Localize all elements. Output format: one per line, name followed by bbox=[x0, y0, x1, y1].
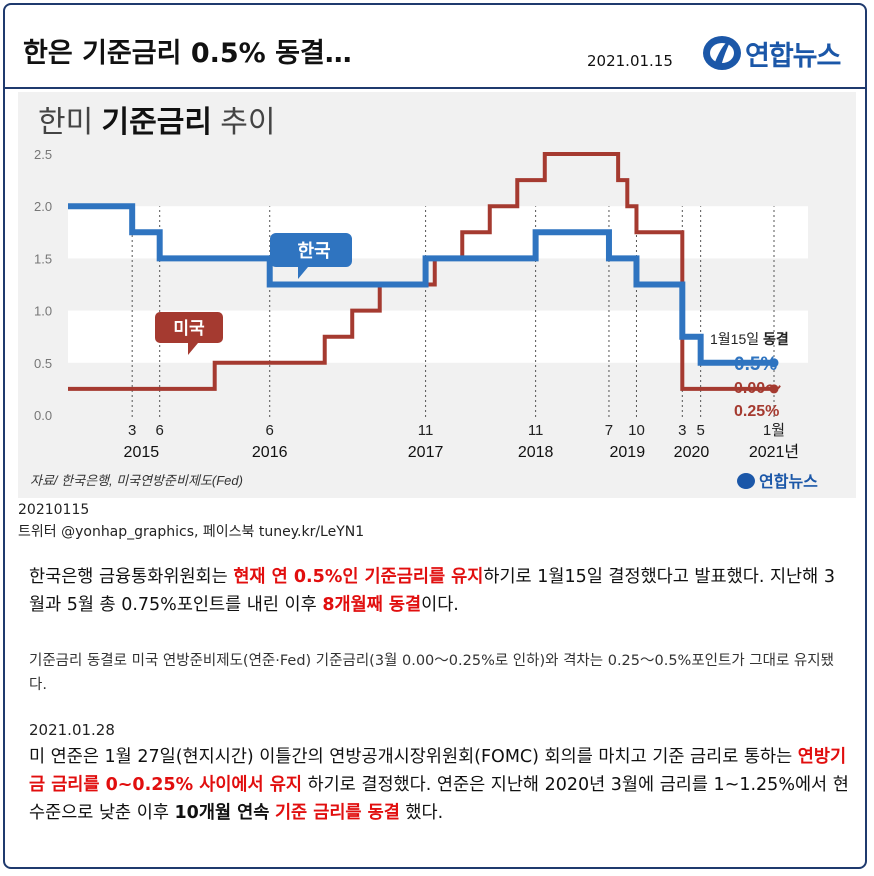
chart-title-part-3: 추이 bbox=[212, 106, 276, 139]
x-month-label: 3 bbox=[678, 422, 686, 439]
annotation-status: 동결 bbox=[763, 331, 789, 347]
korea-rate-line bbox=[68, 203, 774, 366]
p3-highlight-2: 기준 금리를 동결 bbox=[274, 803, 400, 823]
y-tick-label: 2.5 bbox=[34, 147, 52, 162]
headline: 한은 기준금리 0.5% 동결… bbox=[23, 38, 352, 69]
x-month-label: 6 bbox=[266, 422, 274, 439]
y-tick-label: 1.5 bbox=[34, 251, 52, 266]
p1-text-c: 이다. bbox=[421, 595, 459, 615]
us-callout-bubble bbox=[155, 312, 223, 355]
x-month-label: 1월 bbox=[763, 422, 785, 439]
x-month-label: 11 bbox=[418, 422, 434, 439]
yonhap-logo-icon bbox=[703, 36, 741, 70]
korea-callout-bubble bbox=[270, 233, 352, 279]
p3-bold: 10개월 연속 bbox=[174, 803, 270, 823]
y-tick-label: 0.0 bbox=[34, 408, 52, 423]
x-year-label: 2021년 bbox=[749, 443, 799, 461]
annotation-date: 1월15일 bbox=[710, 331, 763, 347]
y-tick-label: 2.0 bbox=[34, 199, 52, 214]
p1-text-b: 하기로 1월15일 결정했다고 발표했다. 지난해 3월과 5월 총 0.75%… bbox=[29, 567, 835, 615]
x-month-label: 10 bbox=[628, 422, 645, 439]
x-year-label: 2020 bbox=[674, 444, 710, 461]
p3-highlight: 연방기금 금리를 0~0.25% 사이에서 유지 bbox=[29, 747, 847, 795]
update-date: 2021.01.28 bbox=[29, 721, 115, 739]
header: 한은 기준금리 0.5% 동결… 2021.01.15 연합뉴스 bbox=[5, 5, 865, 89]
p1-highlight: 현재 연 0.5%인 기준금리를 유지 bbox=[233, 567, 484, 587]
us-end-label-1: 0.00～ bbox=[734, 380, 781, 397]
p3-text-a: 미 연준은 1월 27일(현지시간) 이틀간의 연방공개시장위원회(FOMC) … bbox=[29, 747, 798, 767]
x-year-label: 2015 bbox=[124, 444, 160, 461]
grid-band bbox=[68, 206, 808, 259]
paragraph-1: 한국은행 금융통화위원회는 현재 연 0.5%인 기준금리를 유지하기로 1월1… bbox=[29, 563, 849, 619]
chart-title: 한미 기준금리 추이 bbox=[38, 106, 276, 139]
x-year-label: 2018 bbox=[518, 444, 554, 461]
paragraph-2: 기준금리 동결로 미국 연방준비제도(연준·Fed) 기준금리(3월 0.00～… bbox=[29, 653, 834, 693]
chart-title-part-1: 한미 bbox=[38, 106, 102, 139]
x-month-label: 11 bbox=[528, 422, 544, 439]
korea-end-label: 0.5% bbox=[734, 354, 777, 375]
x-year-label: 2019 bbox=[610, 444, 646, 461]
x-year-label: 2016 bbox=[252, 444, 288, 461]
x-year-label: 2017 bbox=[408, 444, 444, 461]
y-tick-label: 1.0 bbox=[34, 304, 52, 319]
chart-source: 자료/ 한국은행, 미국연방준비제도(Fed) bbox=[30, 473, 243, 488]
yonhap-logo[interactable]: 연합뉴스 bbox=[701, 32, 841, 74]
x-month-label: 6 bbox=[156, 422, 164, 439]
korea-end-dot bbox=[769, 358, 779, 368]
us-end-dot bbox=[769, 384, 779, 394]
p3-text-b: 하기로 결정했다. 연준은 지난해 2020년 3월에 금리를 1~1.25%에… bbox=[29, 775, 849, 823]
outer-frame bbox=[3, 3, 867, 869]
us-rate-line bbox=[68, 152, 774, 391]
chart-title-part-2: 기준금리 bbox=[102, 106, 212, 139]
x-month-label: 3 bbox=[128, 422, 136, 439]
publish-date: 2021.01.15 bbox=[587, 52, 673, 70]
freeze-annotation: 1월15일 동결 bbox=[710, 331, 789, 347]
us-series-label: 미국 bbox=[173, 319, 205, 338]
us-end-label-2: 0.25% bbox=[734, 403, 779, 420]
p3-text-d: 했다. bbox=[399, 803, 444, 823]
paragraph-3: 미 연준은 1월 27일(현지시간) 이틀간의 연방공개시장위원회(FOMC) … bbox=[29, 743, 849, 827]
x-month-label: 7 bbox=[605, 422, 613, 439]
logo-text: 연합뉴스 bbox=[745, 40, 841, 72]
watermark-logo-icon bbox=[737, 473, 755, 489]
x-month-label: 5 bbox=[696, 422, 704, 439]
korea-series-label: 한국 bbox=[297, 241, 330, 261]
chart-watermark: 연합뉴스 bbox=[759, 473, 818, 491]
social-credit: 트위터 @yonhap_graphics, 페이스북 tuney.kr/LeYN… bbox=[18, 524, 365, 540]
y-tick-label: 0.5 bbox=[34, 356, 52, 371]
p1-highlight-2: 8개월째 동결 bbox=[322, 595, 422, 615]
p1-text-a: 한국은행 금융통화위원회는 bbox=[29, 567, 234, 587]
graphic-code: 20210115 bbox=[18, 502, 90, 518]
